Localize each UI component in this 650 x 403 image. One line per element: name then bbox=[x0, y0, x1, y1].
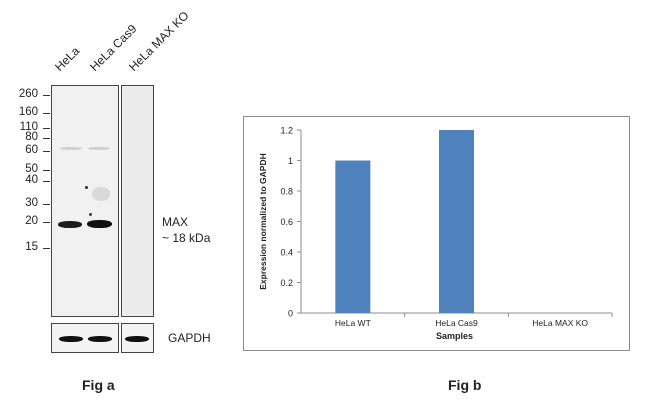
band-60-lane-hela bbox=[60, 147, 82, 150]
bar-hela-wt bbox=[335, 160, 371, 313]
band-60-lane-hela-cas9 bbox=[88, 147, 110, 150]
smear-lane-hela-cas9 bbox=[92, 187, 110, 201]
gapdh-panel-ko bbox=[121, 323, 154, 353]
lane-label-hela-max-ko: HeLa MAX KO bbox=[126, 8, 192, 75]
target-size-label: ~ 18 kDa bbox=[162, 231, 211, 245]
y-tick-label: 0 bbox=[288, 309, 293, 319]
x-tick-label: HeLa Cas9 bbox=[435, 318, 478, 328]
max-band-lane-hela-cas9 bbox=[87, 220, 112, 228]
gapdh-panel-main bbox=[51, 323, 119, 353]
target-label: MAX bbox=[162, 215, 189, 229]
speck-2 bbox=[89, 213, 92, 216]
x-tick-label: HeLa MAX KO bbox=[532, 318, 588, 328]
blot-panel-main bbox=[51, 85, 119, 317]
y-tick-label: 1.2 bbox=[280, 126, 293, 136]
bar-hela-cas9 bbox=[439, 130, 474, 313]
lane-label-hela: HeLa bbox=[52, 43, 83, 74]
x-axis-title: Samples bbox=[436, 331, 473, 341]
max-band-lane-hela bbox=[58, 221, 82, 228]
y-tick-label: 0.2 bbox=[280, 278, 293, 288]
blot-panel-ko bbox=[121, 85, 154, 317]
loading-control-label: GAPDH bbox=[168, 331, 211, 345]
gapdh-band-lane-hela-cas9 bbox=[88, 336, 112, 342]
y-axis-title: Expression normalized to GAPDH bbox=[258, 153, 268, 290]
speck-1 bbox=[85, 186, 88, 189]
y-tick-label: 0.6 bbox=[280, 217, 293, 227]
y-tick-label: 1 bbox=[288, 156, 293, 166]
fig-a-caption: Fig a bbox=[82, 377, 115, 393]
y-tick-label: 0.8 bbox=[280, 187, 293, 197]
gapdh-band-lane-hela bbox=[59, 336, 83, 342]
bar-chart: 0 0.2 0.4 0.6 0.8 1 1.2 HeLa WT HeLa Cas9 HeLa MA… bbox=[258, 126, 613, 341]
y-tick-label: 0.4 bbox=[280, 248, 293, 258]
x-tick-label: HeLa WT bbox=[335, 318, 371, 328]
gapdh-band-lane-hela-max-ko bbox=[125, 336, 149, 342]
bar-chart-frame: 0 0.2 0.4 0.6 0.8 1 1.2 HeLa WT HeLa Cas9 HeLa MA… bbox=[243, 116, 630, 351]
fig-b-caption: Fig b bbox=[448, 377, 482, 393]
